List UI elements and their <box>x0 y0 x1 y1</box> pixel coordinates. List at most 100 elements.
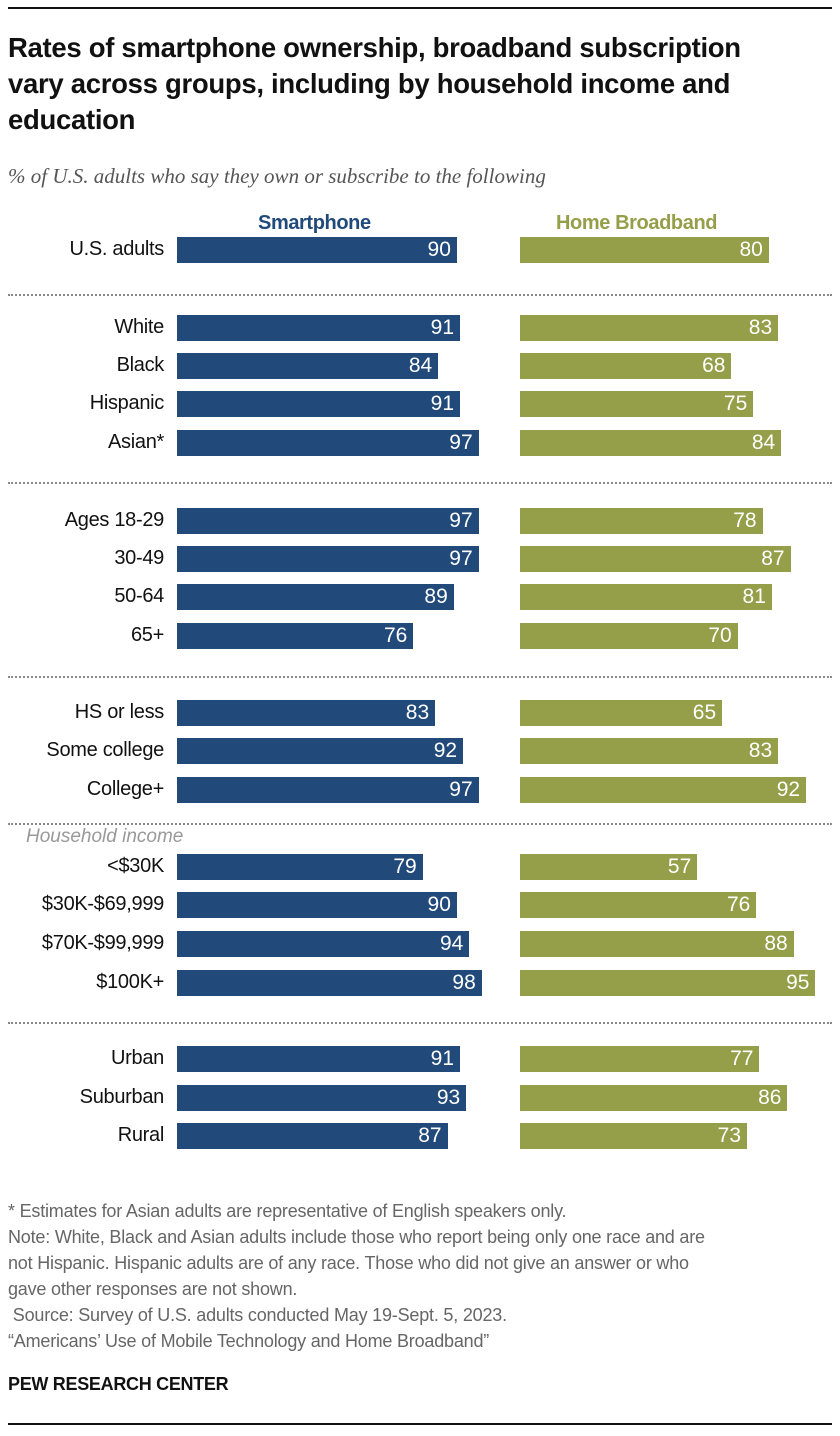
group-divider <box>8 482 832 484</box>
smartphone-bar: 83 <box>177 700 436 726</box>
group-divider <box>8 294 832 296</box>
category-label: Rural <box>117 1124 165 1146</box>
category-label: <$30K <box>107 855 164 877</box>
category-label: $100K+ <box>96 971 164 993</box>
smartphone-bar: 76 <box>177 623 414 649</box>
data-label: 83 <box>748 316 773 339</box>
legend-broadband: Home Broadband <box>556 212 718 234</box>
smartphone-bar: 84 <box>177 353 439 379</box>
broadband-bar: 95 <box>520 970 816 996</box>
broadband-bar: 70 <box>520 623 738 649</box>
data-label: 98 <box>452 971 476 994</box>
category-label: U.S. adults <box>69 238 164 260</box>
smartphone-bar: 89 <box>177 584 454 610</box>
smartphone-bar: 92 <box>177 738 464 764</box>
data-label: 90 <box>427 238 451 261</box>
broadband-bar: 68 <box>520 353 732 379</box>
category-label: Hispanic <box>89 392 165 414</box>
smartphone-bar: 94 <box>177 931 470 957</box>
data-label: 76 <box>727 893 751 916</box>
note-line: gave other responses are not shown. <box>8 1279 298 1299</box>
group-label-household-income: Household income <box>26 826 184 847</box>
category-label: 65+ <box>130 624 164 646</box>
smartphone-bar: 91 <box>177 1046 460 1072</box>
pew-logo: PEW RESEARCH CENTER <box>8 1374 229 1394</box>
broadband-bar: 57 <box>520 854 698 880</box>
category-label: 50-64 <box>114 585 164 607</box>
category-label: HS or less <box>74 701 165 723</box>
broadband-bar: 92 <box>520 777 807 803</box>
group-divider <box>8 676 832 678</box>
group-divider <box>8 1022 832 1024</box>
data-label: 81 <box>742 585 766 608</box>
data-label: 76 <box>384 624 408 647</box>
data-label: 84 <box>751 431 776 454</box>
broadband-bar: 86 <box>520 1085 788 1111</box>
note-line: Note: White, Black and Asian adults incl… <box>8 1227 705 1247</box>
category-label: Ages 18-29 <box>64 509 165 531</box>
category-label: $70K-$99,999 <box>41 932 164 954</box>
data-label: 91 <box>430 392 454 415</box>
broadband-bar: 87 <box>520 546 791 572</box>
smartphone-bar: 87 <box>177 1123 448 1149</box>
top-rule <box>8 7 832 9</box>
data-label: 73 <box>717 1124 742 1147</box>
broadband-bar: 88 <box>520 931 794 957</box>
data-label: 78 <box>733 509 757 532</box>
smartphone-bar: 97 <box>177 430 479 456</box>
group-divider <box>8 823 832 825</box>
data-label: 91 <box>430 1047 454 1070</box>
data-label: 80 <box>739 238 763 261</box>
broadband-bar: 75 <box>520 391 754 417</box>
note-line: * Estimates for Asian adults are represe… <box>8 1201 567 1221</box>
broadband-bar: 84 <box>520 430 782 456</box>
broadband-bar: 65 <box>520 700 723 726</box>
broadband-bar: 81 <box>520 584 772 610</box>
smartphone-bar: 93 <box>177 1085 467 1111</box>
note-line: Source: Survey of U.S. adults conducted … <box>8 1305 507 1325</box>
category-label: Black <box>116 354 165 376</box>
data-label: 87 <box>418 1124 442 1147</box>
broadband-bar: 73 <box>520 1123 748 1149</box>
notes: * Estimates for Asian adults are represe… <box>8 1198 828 1354</box>
data-label: 93 <box>436 1086 461 1109</box>
category-label: College+ <box>86 778 164 800</box>
smartphone-bar: 97 <box>177 546 479 572</box>
data-label: 65 <box>692 701 717 724</box>
data-label: 95 <box>786 971 810 994</box>
data-label: 88 <box>764 932 788 955</box>
data-label: 89 <box>424 585 448 608</box>
broadband-bar: 83 <box>520 738 779 764</box>
category-label: Some college <box>46 739 164 761</box>
broadband-bar: 78 <box>520 508 763 534</box>
category-label: $30K-$69,999 <box>41 893 164 915</box>
data-label: 97 <box>449 509 473 532</box>
category-label: Suburban <box>79 1086 165 1108</box>
data-label: 68 <box>702 354 726 377</box>
data-label: 97 <box>449 431 473 454</box>
data-label: 87 <box>761 547 785 570</box>
data-label: 83 <box>405 701 430 724</box>
data-label: 94 <box>439 932 464 955</box>
data-label: 92 <box>433 739 458 762</box>
data-label: 79 <box>393 855 417 878</box>
smartphone-bar: 79 <box>177 854 423 880</box>
category-label: 30-49 <box>114 547 164 569</box>
category-label: Urban <box>111 1047 164 1069</box>
legend-smartphone: Smartphone <box>258 212 371 234</box>
data-label: 84 <box>408 354 433 377</box>
chart-title: Rates of smartphone ownership, broadband… <box>8 32 741 135</box>
note-line: not Hispanic. Hispanic adults are of any… <box>8 1253 689 1273</box>
smartphone-bar: 97 <box>177 777 479 803</box>
data-label: 77 <box>730 1047 754 1070</box>
smartphone-bar: 90 <box>177 892 457 918</box>
broadband-bar: 77 <box>520 1046 760 1072</box>
data-label: 91 <box>430 316 454 339</box>
data-label: 57 <box>667 855 692 878</box>
data-label: 70 <box>708 624 732 647</box>
broadband-bar: 76 <box>520 892 757 918</box>
smartphone-bar: 98 <box>177 970 482 996</box>
data-label: 97 <box>449 778 473 801</box>
chart-subtitle: % of U.S. adults who say they own or sub… <box>8 164 546 188</box>
